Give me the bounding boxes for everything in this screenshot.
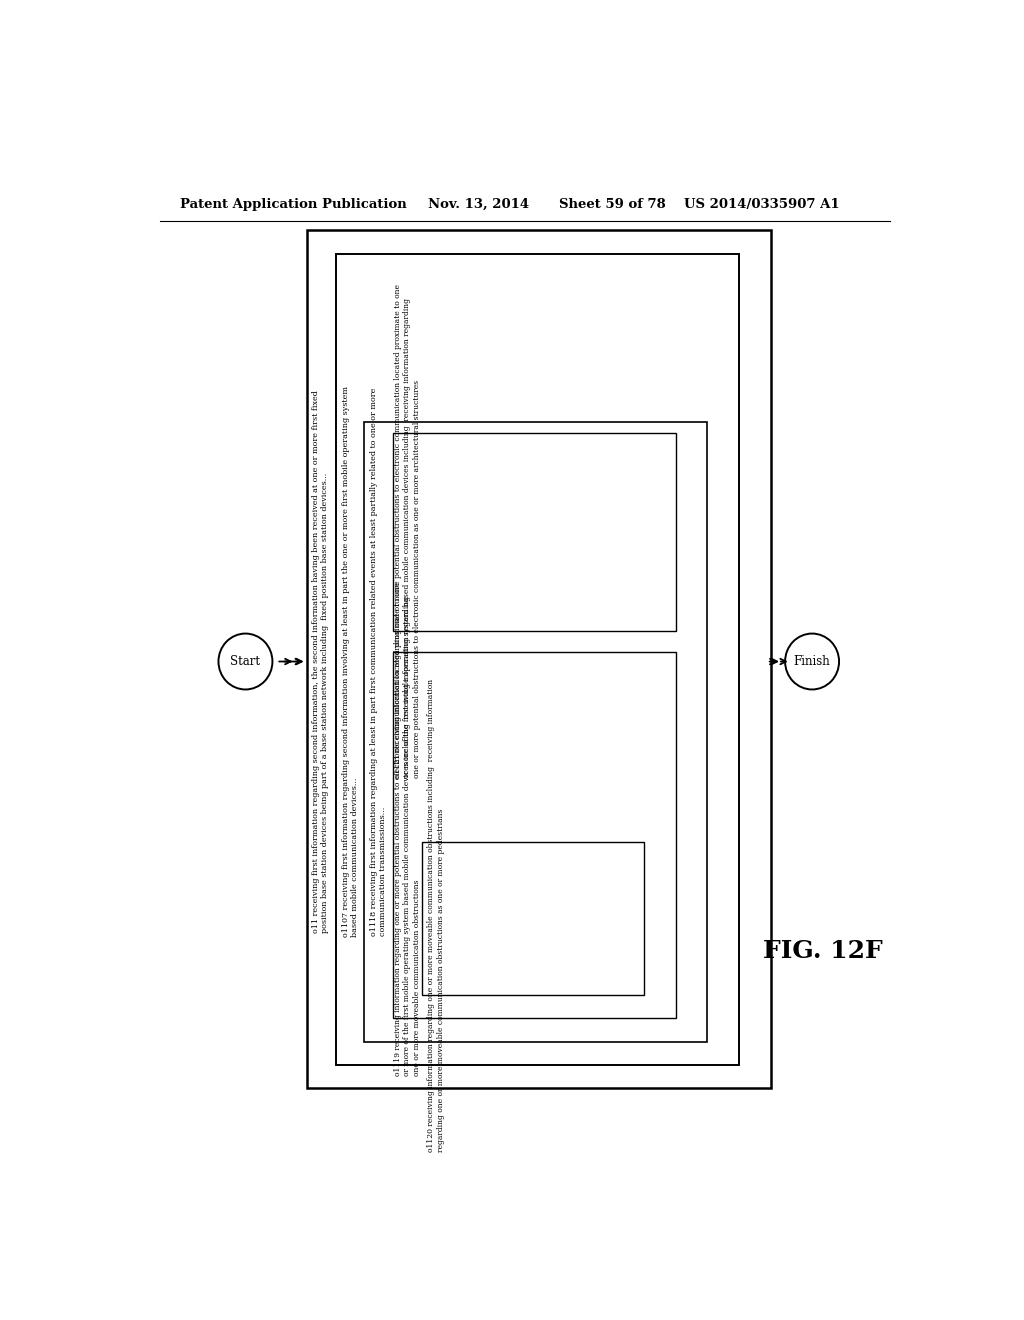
Text: o11 receiving first information regarding second information, the second informa: o11 receiving first information regardin… xyxy=(312,391,330,933)
Text: Sheet 59 of 78: Sheet 59 of 78 xyxy=(559,198,666,211)
Text: o1120 receiving information regarding one or more moveable communication obstruc: o1120 receiving information regarding on… xyxy=(427,678,444,1152)
Bar xyxy=(393,433,676,631)
Text: o1119 receiving information regarding one or more potential obstructions to elec: o1119 receiving information regarding on… xyxy=(394,582,421,1076)
Ellipse shape xyxy=(785,634,839,689)
Text: US 2014/0335907 A1: US 2014/0335907 A1 xyxy=(684,198,839,211)
Text: o1118 receiving first information regarding at least in part first communication: o1118 receiving first information regard… xyxy=(371,387,387,936)
Text: Finish: Finish xyxy=(794,655,830,668)
Text: FIG. 12F: FIG. 12F xyxy=(763,940,883,964)
Text: Nov. 13, 2014: Nov. 13, 2014 xyxy=(428,198,529,211)
Bar xyxy=(336,253,739,1065)
Text: o1107 receiving first information regarding second information involving at leas: o1107 receiving first information regard… xyxy=(342,385,358,937)
Ellipse shape xyxy=(218,634,272,689)
Text: Start: Start xyxy=(230,655,260,668)
Bar xyxy=(306,230,771,1089)
Bar xyxy=(393,652,676,1018)
Text: Patent Application Publication: Patent Application Publication xyxy=(179,198,407,211)
Text: o1121 receiving information regarding one or more potential obstructions to elec: o1121 receiving information regarding on… xyxy=(394,284,421,779)
Bar xyxy=(422,842,644,995)
Bar xyxy=(365,421,708,1041)
